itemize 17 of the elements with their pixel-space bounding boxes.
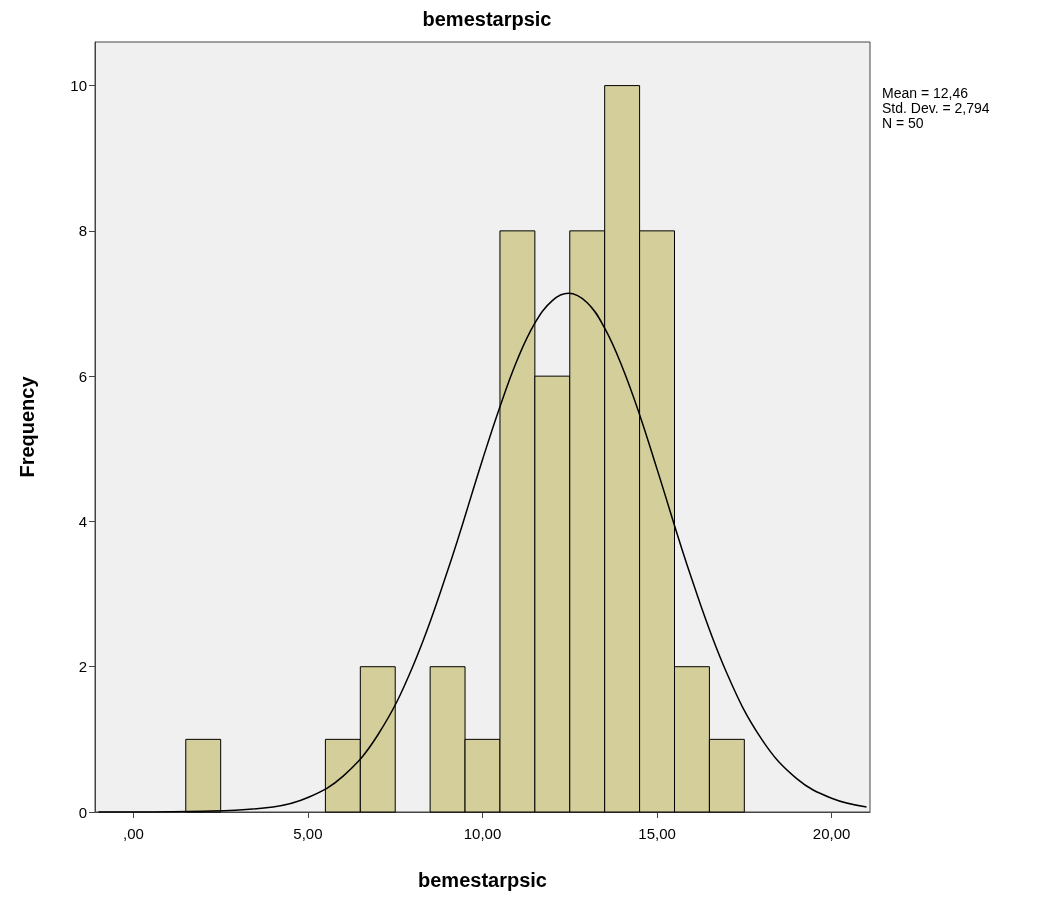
- y-tick-label: 8: [78, 222, 87, 240]
- x-axis-title: bemestarpsic: [418, 869, 547, 891]
- y-tick-label: 2: [78, 658, 87, 676]
- x-tick-label: 20,00: [812, 825, 851, 842]
- x-tick-label: 5,00: [293, 825, 323, 842]
- y-tick-label: 6: [78, 367, 87, 385]
- y-tick-label: 10: [70, 77, 87, 95]
- x-tick-label: 10,00: [463, 825, 502, 842]
- chart-title: bemestarpsic: [422, 8, 552, 30]
- x-tick-label: ,00: [122, 825, 144, 842]
- text: Std. Dev. = 2,794: [882, 100, 990, 116]
- y-axis-title: Frequency: [16, 375, 38, 478]
- text: Mean = 12,46: [882, 85, 969, 101]
- y-tick-label: 0: [78, 803, 87, 821]
- x-tick-label: 15,00: [638, 825, 676, 842]
- y-tick-label: 4: [78, 512, 87, 530]
- text: N = 50: [882, 115, 924, 131]
